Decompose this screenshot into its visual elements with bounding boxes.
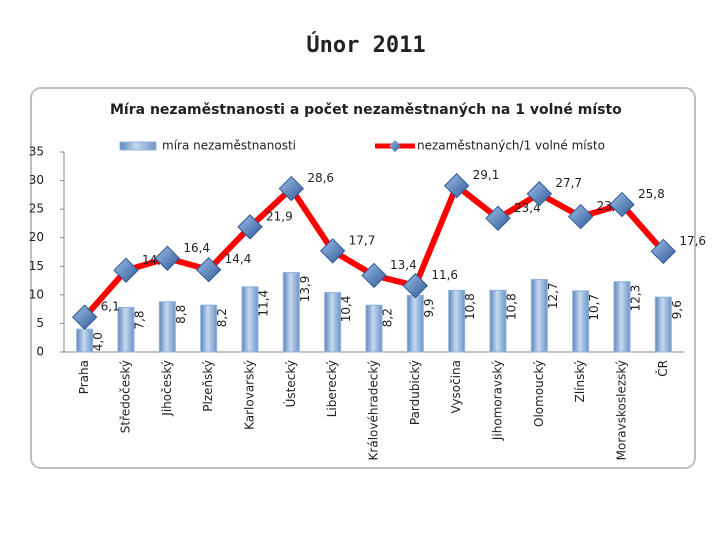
legend-swatch (119, 141, 157, 151)
line-marker (195, 257, 222, 283)
bar-value-label: 10,4 (339, 296, 353, 323)
x-tick-label: ČR (655, 360, 670, 377)
bar-value-label: 9,6 (670, 300, 684, 319)
line-marker (278, 175, 305, 202)
bar-value-label: 4,0 (91, 332, 105, 351)
legend-marker (389, 140, 401, 152)
bar (117, 306, 135, 353)
line-marker (609, 191, 635, 218)
x-tick-label: Moravskoslezský (615, 360, 629, 460)
x-tick-label: Vysočina (449, 360, 463, 413)
line-marker (443, 173, 470, 199)
x-tick-label: Praha (77, 360, 91, 394)
bar (241, 286, 259, 353)
x-tick-label: Pardubický (408, 360, 422, 425)
x-tick-label: Karlovarský (243, 360, 257, 430)
bar (365, 304, 383, 353)
bar-value-label: 9,9 (422, 298, 436, 317)
bar (282, 272, 300, 353)
y-tick-label: 15 (29, 259, 44, 273)
x-tick-label: Královéhradecký (367, 360, 381, 460)
x-tick-label: Ústecký (283, 360, 298, 407)
line-value-label: 21,9 (266, 209, 293, 223)
line-value-label: 6,1 (101, 300, 120, 314)
line-value-label: 13,4 (390, 258, 417, 272)
line-value-label: 17,6 (679, 234, 706, 248)
bar (530, 278, 548, 353)
bar-value-label: 12,7 (546, 282, 560, 309)
bar (158, 301, 176, 353)
line-marker (237, 214, 263, 240)
bar (654, 296, 672, 353)
chart-title: Míra nezaměstnanosti a počet nezaměstnan… (110, 102, 622, 118)
bar-value-label: 7,8 (133, 310, 147, 329)
x-tick-label: Olomoucký (532, 360, 546, 427)
bar (324, 292, 342, 353)
line-marker (402, 273, 429, 299)
y-tick-label: 35 (29, 145, 44, 159)
x-tick-label: Zlínský (573, 360, 587, 402)
bar (489, 289, 507, 353)
line-marker (154, 245, 181, 271)
line-marker (113, 257, 139, 283)
bar-value-label: 8,2 (381, 308, 395, 327)
line-value-label: 11,6 (431, 268, 458, 282)
bar-value-label: 8,8 (174, 305, 188, 324)
line-value-label: 27,7 (555, 176, 582, 190)
bar-value-label: 12,3 (629, 285, 643, 312)
bar-value-label: 13,9 (298, 276, 312, 303)
line-value-label: 29,1 (473, 168, 500, 182)
x-tick-label: Jihočeský (160, 360, 174, 417)
chart-frame (30, 87, 696, 469)
line-marker (71, 304, 98, 330)
x-tick-label: Jihomoravský (491, 360, 505, 441)
bar (448, 289, 466, 353)
line-value-label: 23,4 (514, 201, 541, 215)
bar-value-label: 10,7 (587, 294, 601, 321)
legend-label: míra nezaměstnanosti (162, 139, 296, 153)
line-marker (567, 203, 594, 230)
legend-label: nezaměstnaných/1 volné místo (417, 139, 605, 153)
line-marker (361, 262, 387, 289)
y-tick-label: 20 (29, 230, 44, 244)
line-marker (485, 205, 511, 231)
x-tick-label: Středočeský (119, 360, 133, 433)
y-tick-label: 5 (36, 316, 44, 330)
line-value-label: 14,4 (225, 252, 252, 266)
bar-value-label: 11,4 (257, 290, 271, 317)
slide-title: Únor 2011 (306, 32, 425, 58)
line-value-label: 16,4 (183, 241, 210, 255)
x-tick-label: Liberecký (325, 360, 339, 417)
line-marker (319, 238, 346, 264)
y-tick-label: 0 (36, 345, 44, 359)
line-marker (526, 181, 553, 207)
bar (200, 304, 218, 353)
x-tick-label: Plzeňský (201, 360, 215, 412)
line-value-label: 25,8 (638, 187, 665, 201)
y-tick-label: 25 (29, 202, 44, 216)
bar (572, 290, 590, 353)
line-value-label: 17,7 (349, 233, 376, 247)
line-value-label: 28,6 (307, 171, 334, 185)
line-marker (650, 238, 677, 265)
bar-value-label: 10,8 (463, 293, 477, 320)
bar-value-label: 10,8 (505, 293, 519, 320)
bar-value-label: 8,2 (215, 308, 229, 327)
y-tick-label: 10 (29, 287, 44, 301)
y-tick-label: 30 (29, 173, 44, 187)
bar (613, 281, 631, 353)
